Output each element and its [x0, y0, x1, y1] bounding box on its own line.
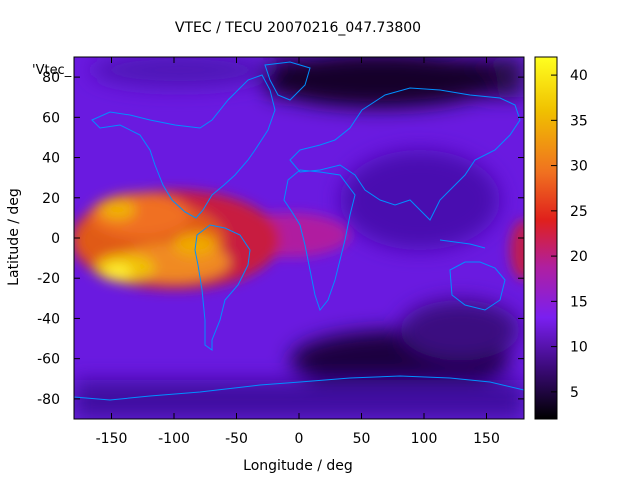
europe-asia-coast — [289, 87, 521, 221]
asia-mid-dark — [340, 150, 500, 250]
x-axis-ticks: -150 -100 -50 0 50 100 150 — [96, 57, 500, 447]
y-tick-label: -40 — [37, 311, 60, 327]
colorbar-tick-label: 10 — [570, 340, 588, 356]
colorbar-tick-label: 15 — [570, 294, 588, 310]
australia-coast — [449, 261, 506, 311]
siberia-dark — [260, 57, 500, 108]
colorbar-tick-label: 25 — [570, 204, 588, 220]
colorbar-tick-label: 30 — [570, 159, 588, 175]
south-crest-peak — [104, 264, 132, 280]
y-tick-label: -60 — [37, 352, 60, 368]
south-pacific-dark — [400, 300, 520, 360]
sa-crest-yellow — [173, 233, 217, 257]
colorbar-tick-label: 40 — [570, 68, 588, 84]
y-axis-ticks: -80 -60 -40 -20 0 20 40 60 80 — [37, 70, 524, 408]
north-crest-yellow — [100, 200, 136, 220]
colorbar-tick-label: 20 — [570, 249, 588, 265]
x-tick-label: 50 — [353, 431, 371, 447]
y-tick-label: 40 — [42, 151, 60, 167]
colorbar-tick-label: 35 — [570, 113, 588, 129]
south-america-coast — [194, 224, 251, 351]
south-polar-band — [74, 380, 524, 419]
greenland-coast — [264, 61, 311, 101]
north-america-coast — [91, 74, 276, 219]
indonesia-coast — [439, 239, 486, 249]
colorbar — [534, 56, 558, 420]
east-edge-red — [510, 220, 524, 280]
y-tick-label: 20 — [42, 191, 60, 207]
chart-title: VTEC / TECU 20070216_047.73800 — [175, 20, 421, 36]
x-tick-label: 150 — [473, 431, 500, 447]
x-tick-label: 0 — [295, 431, 304, 447]
coastlines — [74, 61, 524, 401]
x-tick-label: -100 — [158, 431, 190, 447]
africa-coast — [283, 169, 356, 312]
x-tick-label: 100 — [411, 431, 438, 447]
north-pacific-dark — [90, 57, 270, 88]
y-tick-label: 60 — [42, 110, 60, 126]
x-axis-label: Longitude / deg — [243, 458, 353, 474]
vtec-heatmap — [74, 57, 524, 419]
y-tick-label: 80 — [42, 70, 60, 86]
y-tick-label: 0 — [51, 231, 60, 247]
key-label: 'Vtec_ — [32, 63, 72, 78]
y-tick-label: -80 — [37, 392, 60, 408]
x-tick-label: -150 — [96, 431, 128, 447]
colorbar-tick-label: 5 — [570, 385, 579, 401]
x-tick-label: -50 — [225, 431, 248, 447]
y-tick-label: -20 — [37, 271, 60, 287]
y-axis-label: Latitude / deg — [6, 188, 22, 286]
colorbar-ticks: 5 10 15 20 25 30 35 40 — [551, 68, 588, 401]
antarctica-coast — [74, 375, 524, 401]
